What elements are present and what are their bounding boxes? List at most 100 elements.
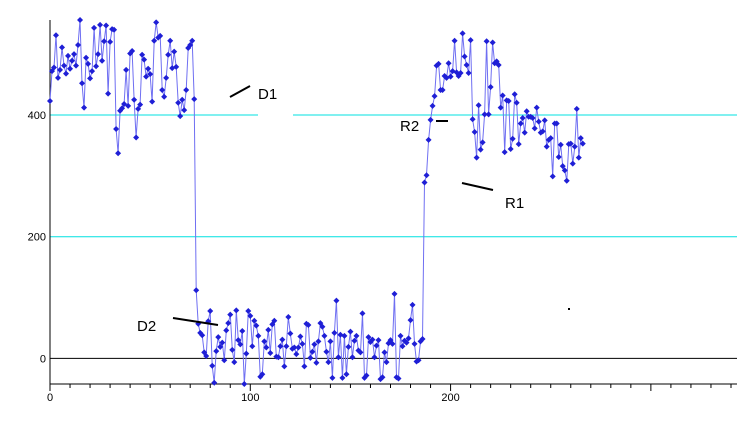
data-point bbox=[457, 69, 464, 76]
series-line bbox=[49, 19, 584, 385]
data-point bbox=[145, 65, 152, 72]
data-point bbox=[445, 60, 452, 67]
data-point bbox=[473, 154, 480, 161]
data-point bbox=[137, 101, 144, 108]
data-point bbox=[497, 104, 504, 111]
data-point bbox=[357, 349, 364, 356]
data-point bbox=[541, 117, 548, 124]
data-point bbox=[85, 60, 92, 67]
data-point bbox=[149, 98, 156, 105]
data-point bbox=[119, 105, 126, 112]
data-point bbox=[495, 62, 502, 69]
data-point bbox=[207, 307, 214, 314]
data-point bbox=[105, 90, 112, 97]
data-point bbox=[407, 317, 414, 324]
data-point bbox=[229, 346, 236, 353]
data-point bbox=[103, 22, 110, 29]
data-point bbox=[75, 41, 82, 48]
data-point bbox=[475, 102, 482, 109]
data-point bbox=[67, 65, 74, 72]
data-point bbox=[323, 348, 330, 355]
data-point bbox=[465, 69, 472, 76]
data-point bbox=[335, 354, 342, 361]
axes: 0 200 400 0 100 200 bbox=[28, 20, 737, 404]
data-point bbox=[107, 38, 114, 45]
data-point bbox=[215, 334, 222, 341]
data-point bbox=[469, 116, 476, 123]
x-tick-label: 0 bbox=[47, 392, 53, 404]
data-point bbox=[427, 116, 434, 123]
annotation-leader bbox=[461, 182, 494, 191]
data-point bbox=[523, 108, 530, 115]
data-point bbox=[285, 314, 292, 321]
data-point bbox=[405, 335, 412, 342]
data-point bbox=[211, 379, 218, 386]
data-point bbox=[53, 32, 60, 39]
y-tick-label: 400 bbox=[28, 110, 46, 122]
data-point bbox=[89, 68, 96, 75]
data-point bbox=[531, 125, 538, 132]
annotation-leader bbox=[172, 317, 219, 326]
data-point bbox=[561, 167, 568, 174]
data-point bbox=[87, 75, 94, 82]
data-point bbox=[513, 99, 520, 106]
data-point bbox=[371, 354, 378, 361]
data-point bbox=[275, 354, 282, 361]
data-point bbox=[485, 111, 492, 118]
data-point bbox=[479, 139, 486, 146]
data-point bbox=[259, 371, 266, 378]
data-point bbox=[463, 62, 470, 69]
data-point bbox=[327, 338, 334, 345]
data-point bbox=[225, 320, 232, 327]
data-point bbox=[141, 56, 148, 63]
data-point bbox=[325, 359, 332, 366]
data-point bbox=[83, 54, 90, 61]
data-point bbox=[509, 135, 516, 142]
data-point bbox=[321, 332, 328, 339]
data-point bbox=[557, 141, 564, 148]
data-point bbox=[363, 372, 370, 379]
data-point bbox=[535, 118, 542, 125]
data-point bbox=[543, 143, 550, 150]
data-point bbox=[153, 19, 160, 26]
data-point bbox=[559, 163, 566, 170]
data-point bbox=[237, 341, 244, 348]
annotation-label: D2 bbox=[137, 318, 156, 335]
data-point bbox=[383, 359, 390, 366]
data-point bbox=[295, 344, 302, 351]
data-point bbox=[159, 87, 166, 93]
data-point bbox=[567, 140, 574, 147]
data-point bbox=[281, 363, 288, 370]
data-point bbox=[243, 350, 250, 357]
data-point bbox=[347, 328, 354, 335]
data-point bbox=[409, 301, 416, 308]
annotation-leader bbox=[229, 85, 251, 98]
data-point bbox=[177, 113, 184, 120]
data-point bbox=[349, 354, 356, 361]
data-point bbox=[123, 66, 130, 73]
data-point bbox=[187, 41, 194, 48]
data-point bbox=[151, 37, 158, 44]
data-point bbox=[403, 339, 410, 346]
data-point bbox=[511, 91, 518, 98]
data-point bbox=[235, 337, 242, 344]
data-point bbox=[283, 343, 290, 350]
data-point bbox=[555, 153, 562, 160]
data-point bbox=[143, 73, 150, 80]
data-point bbox=[47, 97, 53, 104]
data-point bbox=[471, 129, 478, 135]
data-point bbox=[477, 146, 484, 153]
data-point bbox=[291, 344, 298, 351]
data-point bbox=[575, 154, 582, 161]
data-point bbox=[51, 64, 58, 71]
data-point bbox=[461, 53, 468, 60]
data-point bbox=[467, 37, 474, 44]
annotation-label: R2 bbox=[400, 118, 419, 135]
data-point bbox=[247, 312, 254, 319]
data-point bbox=[239, 328, 246, 335]
data-point bbox=[255, 332, 262, 339]
data-point bbox=[571, 143, 578, 150]
data-point bbox=[521, 129, 528, 136]
data-point bbox=[331, 329, 338, 336]
data-point bbox=[213, 348, 220, 355]
